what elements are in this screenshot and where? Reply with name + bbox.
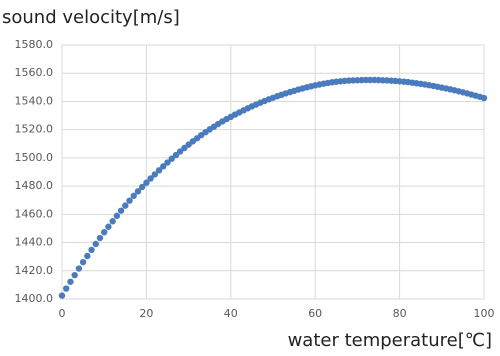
y-tick-label: 1520.0 bbox=[15, 123, 54, 136]
point bbox=[130, 192, 137, 200]
point bbox=[113, 212, 121, 220]
point bbox=[84, 252, 91, 260]
point bbox=[92, 240, 99, 248]
x-tick-label: 80 bbox=[393, 307, 407, 320]
point bbox=[109, 218, 116, 225]
point bbox=[75, 265, 83, 272]
point bbox=[176, 148, 184, 155]
point bbox=[168, 155, 175, 162]
point bbox=[172, 151, 180, 159]
x-tick-label: 20 bbox=[139, 307, 153, 320]
point bbox=[117, 207, 125, 214]
x-tick-label: 100 bbox=[474, 307, 495, 320]
y-tick-label: 1480.0 bbox=[15, 179, 54, 192]
point bbox=[155, 167, 163, 174]
point bbox=[122, 202, 129, 209]
y-tick-label: 1400.0 bbox=[15, 292, 54, 305]
point bbox=[480, 94, 488, 102]
point bbox=[58, 292, 66, 299]
y-tick-label: 1580.0 bbox=[15, 38, 54, 51]
point bbox=[134, 188, 142, 195]
y-tick-label: 1460.0 bbox=[15, 207, 54, 220]
x-tick-label: 0 bbox=[59, 307, 66, 320]
point bbox=[79, 258, 87, 266]
chart-title: sound velocity[m/s] bbox=[2, 7, 180, 28]
point bbox=[138, 183, 146, 191]
point bbox=[71, 271, 78, 279]
point bbox=[101, 229, 108, 236]
point bbox=[151, 171, 159, 178]
point bbox=[88, 246, 95, 254]
x-tick-label: 60 bbox=[308, 307, 322, 320]
y-tick-label: 1440.0 bbox=[15, 236, 54, 249]
point bbox=[96, 234, 104, 242]
point bbox=[160, 163, 167, 170]
point bbox=[164, 159, 171, 166]
x-tick-label: 40 bbox=[224, 307, 238, 320]
point bbox=[147, 175, 154, 182]
y-tick-label: 1500.0 bbox=[15, 151, 54, 164]
y-tick-label: 1420.0 bbox=[15, 264, 54, 277]
x-axis-label: water temperature[℃] bbox=[288, 330, 492, 351]
point bbox=[126, 197, 133, 204]
y-tick-label: 1540.0 bbox=[15, 94, 54, 107]
point bbox=[67, 278, 74, 285]
y-tick-label: 1560.0 bbox=[15, 66, 54, 79]
point bbox=[143, 179, 150, 186]
point bbox=[63, 285, 70, 292]
point bbox=[105, 223, 112, 230]
